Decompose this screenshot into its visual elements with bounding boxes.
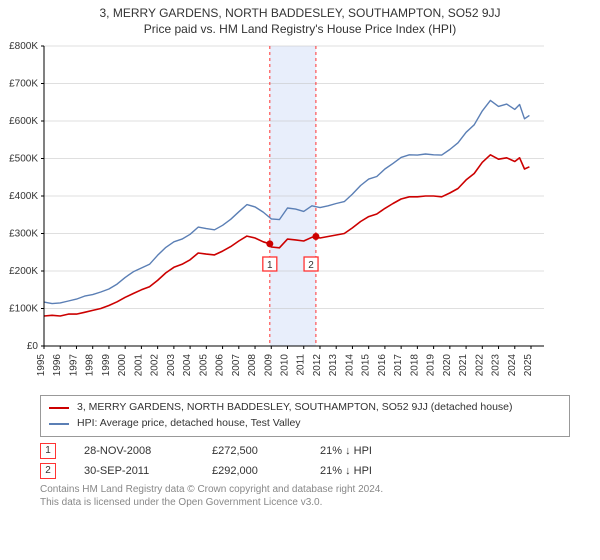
svg-text:2008: 2008 bbox=[247, 354, 258, 377]
marker-price: £272,500 bbox=[212, 445, 292, 457]
svg-text:£700K: £700K bbox=[9, 79, 38, 90]
attribution-line: This data is licensed under the Open Gov… bbox=[40, 496, 570, 509]
title-main: 3, MERRY GARDENS, NORTH BADDESLEY, SOUTH… bbox=[0, 6, 600, 20]
svg-text:£400K: £400K bbox=[9, 191, 38, 202]
svg-text:£300K: £300K bbox=[9, 229, 38, 240]
svg-text:2015: 2015 bbox=[361, 354, 372, 377]
svg-text:2021: 2021 bbox=[458, 354, 469, 377]
svg-text:2024: 2024 bbox=[507, 354, 518, 377]
marker-row: 2 30-SEP-2011 £292,000 21% ↓ HPI bbox=[40, 463, 570, 479]
svg-text:2002: 2002 bbox=[150, 354, 161, 377]
svg-text:2006: 2006 bbox=[215, 354, 226, 377]
svg-text:£600K: £600K bbox=[9, 116, 38, 127]
svg-text:2011: 2011 bbox=[296, 354, 307, 376]
svg-text:2003: 2003 bbox=[166, 354, 177, 377]
svg-text:2014: 2014 bbox=[344, 354, 355, 377]
chart-area: £0 £100K £200K £300K £400K £500K £600K £700K £80… bbox=[0, 36, 600, 391]
svg-text:£100K: £100K bbox=[9, 304, 38, 315]
svg-text:2009: 2009 bbox=[263, 354, 274, 377]
svg-text:2010: 2010 bbox=[280, 354, 291, 377]
legend-swatch bbox=[49, 423, 69, 425]
svg-text:2018: 2018 bbox=[409, 354, 420, 377]
svg-text:2022: 2022 bbox=[474, 354, 485, 377]
legend-row: HPI: Average price, detached house, Test… bbox=[49, 416, 561, 432]
svg-text:1999: 1999 bbox=[101, 354, 112, 377]
line-chart-svg: £0 £100K £200K £300K £400K £500K £600K £700K £80… bbox=[0, 36, 560, 386]
svg-text:2023: 2023 bbox=[491, 354, 502, 377]
svg-text:1995: 1995 bbox=[36, 354, 47, 377]
marker-date: 30-SEP-2011 bbox=[84, 465, 184, 477]
svg-text:2001: 2001 bbox=[133, 354, 144, 377]
svg-text:2019: 2019 bbox=[426, 354, 437, 377]
svg-text:£200K: £200K bbox=[9, 266, 38, 277]
marker-badge: 1 bbox=[40, 443, 56, 459]
svg-text:2016: 2016 bbox=[377, 354, 388, 377]
svg-text:£800K: £800K bbox=[9, 41, 38, 52]
svg-text:2025: 2025 bbox=[523, 354, 534, 377]
marker-badge: 2 bbox=[40, 463, 56, 479]
svg-text:1: 1 bbox=[267, 260, 273, 271]
svg-text:2017: 2017 bbox=[393, 354, 404, 377]
attribution-line: Contains HM Land Registry data © Crown c… bbox=[40, 483, 570, 496]
svg-text:2013: 2013 bbox=[328, 354, 339, 377]
svg-text:£500K: £500K bbox=[9, 154, 38, 165]
chart-container: 3, MERRY GARDENS, NORTH BADDESLEY, SOUTH… bbox=[0, 0, 600, 560]
legend-label: 3, MERRY GARDENS, NORTH BADDESLEY, SOUTH… bbox=[77, 400, 513, 416]
marker-delta: 21% ↓ HPI bbox=[320, 465, 372, 477]
legend-label: HPI: Average price, detached house, Test… bbox=[77, 416, 301, 432]
marker-table: 1 28-NOV-2008 £272,500 21% ↓ HPI 2 30-SE… bbox=[40, 443, 570, 479]
marker-date: 28-NOV-2008 bbox=[84, 445, 184, 457]
svg-text:1998: 1998 bbox=[85, 354, 96, 377]
svg-text:2020: 2020 bbox=[442, 354, 453, 377]
legend-swatch bbox=[49, 407, 69, 409]
svg-text:2: 2 bbox=[308, 260, 314, 271]
svg-text:1996: 1996 bbox=[52, 354, 63, 377]
svg-text:2000: 2000 bbox=[117, 354, 128, 377]
svg-text:2005: 2005 bbox=[198, 354, 209, 377]
title-sub: Price paid vs. HM Land Registry's House … bbox=[0, 22, 600, 36]
attribution: Contains HM Land Registry data © Crown c… bbox=[40, 483, 570, 509]
svg-text:£0: £0 bbox=[27, 341, 39, 352]
svg-text:2012: 2012 bbox=[312, 354, 323, 377]
marker-row: 1 28-NOV-2008 £272,500 21% ↓ HPI bbox=[40, 443, 570, 459]
svg-text:2004: 2004 bbox=[182, 354, 193, 377]
svg-text:1997: 1997 bbox=[68, 354, 79, 377]
marker-delta: 21% ↓ HPI bbox=[320, 445, 372, 457]
marker-price: £292,000 bbox=[212, 465, 292, 477]
titles: 3, MERRY GARDENS, NORTH BADDESLEY, SOUTH… bbox=[0, 0, 600, 36]
legend-row: 3, MERRY GARDENS, NORTH BADDESLEY, SOUTH… bbox=[49, 400, 561, 416]
svg-text:2007: 2007 bbox=[231, 354, 242, 377]
legend: 3, MERRY GARDENS, NORTH BADDESLEY, SOUTH… bbox=[40, 395, 570, 437]
